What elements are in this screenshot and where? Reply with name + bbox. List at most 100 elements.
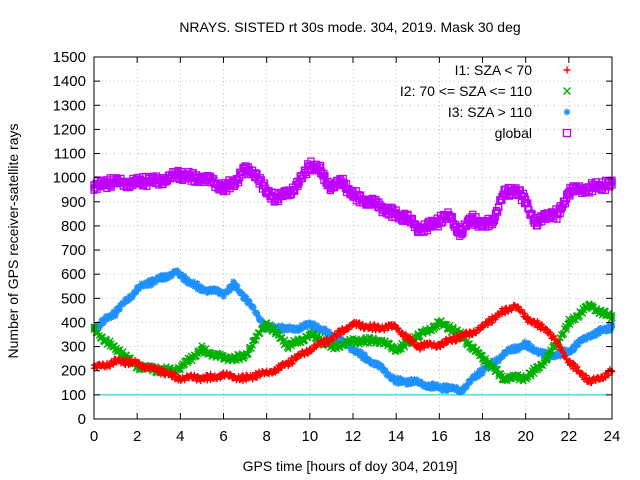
data-point — [284, 188, 292, 196]
x-tick-label: 22 — [560, 428, 577, 445]
data-point — [479, 370, 486, 377]
data-point — [311, 320, 318, 327]
data-point — [457, 229, 465, 237]
data-point — [236, 377, 243, 384]
data-point — [198, 285, 205, 292]
data-point — [333, 333, 340, 340]
data-point — [275, 322, 282, 329]
data-point — [563, 350, 570, 357]
data-point — [339, 326, 346, 333]
data-point — [571, 361, 578, 368]
data-point — [361, 351, 368, 358]
data-point — [403, 215, 411, 223]
data-point — [242, 374, 249, 381]
data-point — [408, 381, 415, 388]
data-point — [231, 280, 238, 287]
data-point — [158, 272, 165, 279]
data-point — [534, 347, 541, 354]
data-point — [295, 178, 303, 187]
data-point — [592, 333, 599, 340]
data-point — [435, 217, 443, 225]
data-point — [152, 279, 159, 286]
data-point — [394, 374, 401, 381]
data-point — [526, 316, 533, 323]
data-point — [570, 343, 577, 350]
data-point — [501, 307, 508, 314]
data-point — [220, 355, 227, 363]
legend-marker-2 — [563, 108, 571, 116]
y-tick-label: 300 — [61, 339, 86, 356]
data-point — [356, 352, 363, 359]
data-point — [471, 375, 478, 382]
data-point — [155, 367, 162, 374]
data-point — [349, 190, 357, 199]
data-point — [328, 331, 335, 338]
data-point — [562, 352, 569, 359]
data-point — [561, 200, 570, 208]
data-point — [535, 351, 542, 358]
data-point — [177, 374, 184, 381]
data-point — [442, 335, 449, 342]
data-point — [252, 169, 260, 177]
data-point — [414, 379, 421, 386]
data-point — [505, 308, 512, 315]
data-point — [273, 195, 282, 204]
data-point — [125, 362, 132, 369]
data-point — [587, 331, 594, 338]
legend-label-0: I1: SZA < 70 — [455, 62, 533, 78]
data-point — [239, 290, 246, 297]
data-point — [327, 183, 336, 191]
data-point — [358, 349, 365, 356]
data-point — [158, 277, 165, 284]
data-point — [570, 359, 577, 366]
data-point — [561, 346, 568, 353]
data-point — [269, 370, 276, 377]
data-point — [602, 324, 609, 331]
data-point — [321, 325, 328, 332]
data-point — [371, 324, 378, 331]
data-point — [194, 280, 201, 287]
x-tick-label: 12 — [345, 428, 362, 445]
data-point — [554, 210, 562, 218]
legend-marker-0 — [563, 66, 571, 74]
data-point — [424, 222, 433, 230]
data-point — [440, 342, 447, 349]
data-point — [110, 361, 117, 368]
data-point — [446, 212, 454, 220]
data-point — [219, 183, 228, 191]
x-tick-label: 10 — [301, 428, 318, 445]
data-point — [140, 283, 147, 290]
data-point — [473, 330, 480, 337]
data-point — [204, 290, 211, 297]
data-point — [395, 380, 402, 387]
data-point — [538, 321, 545, 328]
data-point — [586, 183, 595, 191]
data-point — [316, 166, 325, 175]
data-point — [198, 345, 206, 353]
data-point — [173, 268, 180, 275]
data-point — [379, 363, 386, 370]
data-point — [306, 346, 313, 353]
data-point — [155, 276, 162, 283]
data-point — [392, 210, 400, 218]
data-point — [176, 171, 184, 179]
data-point — [443, 388, 450, 395]
data-point — [314, 322, 321, 329]
data-point — [571, 347, 578, 354]
data-point — [241, 352, 249, 360]
data-point — [537, 347, 544, 354]
data-point — [495, 357, 502, 364]
data-point — [184, 276, 191, 283]
data-point — [522, 374, 530, 382]
data-point — [198, 374, 205, 381]
data-point — [337, 331, 344, 338]
data-point — [285, 326, 292, 333]
data-point — [437, 344, 444, 351]
data-point — [575, 342, 582, 349]
y-tick-label: 900 — [61, 194, 86, 211]
data-point — [434, 381, 441, 388]
data-point — [253, 374, 260, 381]
data-point — [338, 178, 346, 187]
data-point — [522, 341, 529, 348]
